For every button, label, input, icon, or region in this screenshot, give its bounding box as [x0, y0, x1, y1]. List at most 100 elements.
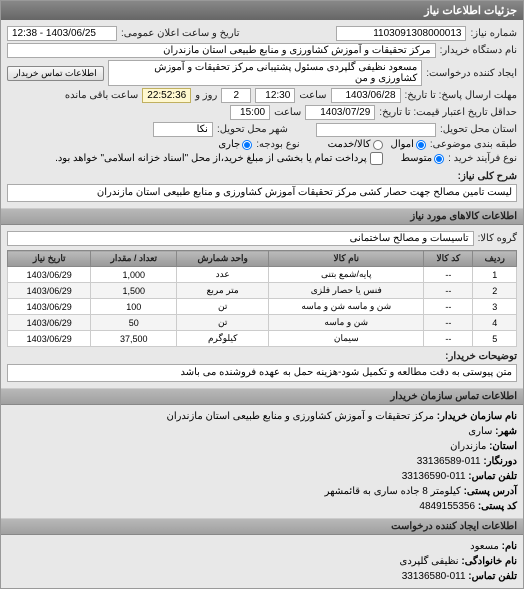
radio-asset-input[interactable] [416, 140, 426, 150]
table-cell: 1403/06/29 [8, 283, 91, 299]
table-cell: فنس یا حصار فلزی [269, 283, 424, 299]
province-label: استان محل تحویل: [440, 124, 517, 135]
table-cell: -- [424, 283, 473, 299]
cname-value: مسعود [470, 541, 499, 552]
treasury-note: پرداخت تمام یا بخشی از مبلغ خرید،از محل … [55, 153, 367, 164]
table-cell: کیلوگرم [177, 331, 269, 347]
panel-title: جزئیات اطلاعات نیاز [1, 1, 523, 20]
table-cell: شن و ماسه شن و ماسه [269, 299, 424, 315]
table-row: 5--سیمانکیلوگرم37,5001403/06/29 [8, 331, 517, 347]
table-cell: 1,500 [91, 283, 177, 299]
desc-label: شرح کلی نیاز: [458, 171, 517, 182]
post-value: 4849155356 [419, 501, 475, 512]
table-cell: 37,500 [91, 331, 177, 347]
province2-value: مازندران [450, 441, 486, 452]
response-time: 12:30 [255, 88, 295, 103]
fax-value: 011-33136589 [417, 456, 481, 467]
fax-label: دورنگار: [483, 456, 517, 467]
contact-block: نام سازمان خریدار: مرکز تحقیقات و آموزش … [1, 405, 523, 518]
days-label: روز و [195, 90, 217, 101]
main-panel: جزئیات اطلاعات نیاز شماره نیاز: 11030913… [0, 0, 524, 589]
table-cell: 1 [473, 267, 517, 283]
announce-value: 1403/06/25 - 12:38 [7, 26, 117, 41]
subject-radio-group: اموال کالا/خدمت [328, 139, 426, 150]
validity-time: 15:00 [230, 105, 270, 120]
number-value: 1103091308000013 [336, 26, 466, 41]
city2-label: شهر: [495, 426, 517, 437]
table-cell: 4 [473, 315, 517, 331]
table-row: 1--پایه/شمع بتنیعدد1,0001403/06/29 [8, 267, 517, 283]
radio-current[interactable]: جاری [218, 139, 252, 150]
radio-asset[interactable]: اموال [391, 139, 426, 150]
type-label: نوع فرآیند خرید : [448, 153, 517, 164]
ctel-label: تلفن تماس: [468, 571, 517, 582]
validity-date: 1403/07/29 [305, 105, 375, 120]
org-value: مرکز تحقیقات و آموزش کشاورزی و منابع طبی… [166, 411, 434, 422]
buyer-name-value: مرکز تحقیقات و آموزش کشاورزی و منابع طبی… [7, 43, 436, 58]
table-cell: متر مربع [177, 283, 269, 299]
col-name: نام کالا [269, 251, 424, 267]
goods-area: گروه کالا: تاسیسات و مصالح ساختمانی ردیف… [1, 225, 523, 388]
col-row: ردیف [473, 251, 517, 267]
table-cell: تن [177, 315, 269, 331]
group-value: تاسیسات و مصالح ساختمانی [7, 231, 474, 246]
table-cell: -- [424, 299, 473, 315]
radio-current-input[interactable] [242, 140, 252, 150]
treasury-checkbox[interactable] [370, 152, 383, 165]
budget-row-label: طبقه بندی موضوعی: [430, 139, 517, 150]
province-value [316, 123, 436, 137]
table-cell: 50 [91, 315, 177, 331]
table-cell: 1403/06/29 [8, 315, 91, 331]
buyer-note-label: توضیحات خریدار: [445, 351, 517, 362]
group-label: گروه کالا: [478, 233, 517, 244]
validity-label: حداقل تاریخ اعتبار قیمت: تا تاریخ: [379, 107, 517, 118]
table-cell: 100 [91, 299, 177, 315]
treasury-checkbox-row: پرداخت تمام یا بخشی از مبلغ خرید،از محل … [55, 152, 383, 165]
desc-text: لیست تامین مصالح جهت حصار کشی مرکز تحقیق… [7, 184, 517, 202]
buyer-name-label: نام دستگاه خریدار: [440, 45, 517, 56]
days-value: 2 [221, 88, 251, 103]
city-value: نکا [153, 122, 213, 137]
addr-label: آدرس پستی: [464, 486, 517, 497]
radio-cash[interactable]: کالا/خدمت [328, 139, 383, 150]
response-label: مهلت ارسال پاسخ: تا تاریخ: [405, 90, 517, 101]
table-cell: 1403/06/29 [8, 299, 91, 315]
table-row: 3--شن و ماسه شن و ماسهتن1001403/06/29 [8, 299, 517, 315]
table-cell: 2 [473, 283, 517, 299]
budget-radio-group: جاری [218, 139, 252, 150]
addr-value: کیلومتر 8 جاده ساری به قائمشهر [325, 486, 461, 497]
creator-header: اطلاعات ایجاد کننده درخواست [1, 518, 523, 535]
type-radio-group: متوسط [401, 153, 444, 164]
number-label: شماره نیاز: [470, 28, 517, 39]
table-cell: 5 [473, 331, 517, 347]
table-row: 2--فنس یا حصار فلزیمتر مربع1,5001403/06/… [8, 283, 517, 299]
table-cell: 1403/06/29 [8, 267, 91, 283]
table-cell: تن [177, 299, 269, 315]
contact-button[interactable]: اطلاعات تماس خریدار [7, 66, 104, 81]
col-code: کد کالا [424, 251, 473, 267]
buyer-note-text: متن پیوستی به دقت مطالعه و تکمیل شود-هزی… [7, 364, 517, 382]
radio-cash-input[interactable] [373, 140, 383, 150]
radio-medium[interactable]: متوسط [401, 153, 444, 164]
header-area: شماره نیاز: 1103091308000013 تاریخ و ساع… [1, 20, 523, 208]
col-qty: تعداد / مقدار [91, 251, 177, 267]
col-unit: واحد شمارش [177, 251, 269, 267]
table-cell: 1,000 [91, 267, 177, 283]
cname-label: نام: [502, 541, 517, 552]
province2-label: استان: [489, 441, 517, 452]
table-header-row: ردیف کد کالا نام کالا واحد شمارش تعداد /… [8, 251, 517, 267]
clname-value: نظیفی گلپردی [400, 556, 459, 567]
table-cell: عدد [177, 267, 269, 283]
announce-label: تاریخ و ساعت اعلان عمومی: [121, 28, 240, 39]
ctel-value: 011-33136580 [402, 571, 466, 582]
table-cell: سیمان [269, 331, 424, 347]
remaining-label: ساعت باقی مانده [65, 90, 138, 101]
city-label: شهر محل تحویل: [217, 124, 288, 135]
creator-label: ایجاد کننده درخواست: [426, 68, 517, 79]
response-time-label: ساعت [299, 90, 326, 101]
radio-medium-input[interactable] [434, 154, 444, 164]
creator-value: مسعود نظیفی گلپردی مسئول پشتیبانی مرکز ت… [108, 60, 423, 86]
city2-value: ساری [468, 426, 492, 437]
post-label: کد پستی: [478, 501, 517, 512]
table-cell: شن و ماسه [269, 315, 424, 331]
